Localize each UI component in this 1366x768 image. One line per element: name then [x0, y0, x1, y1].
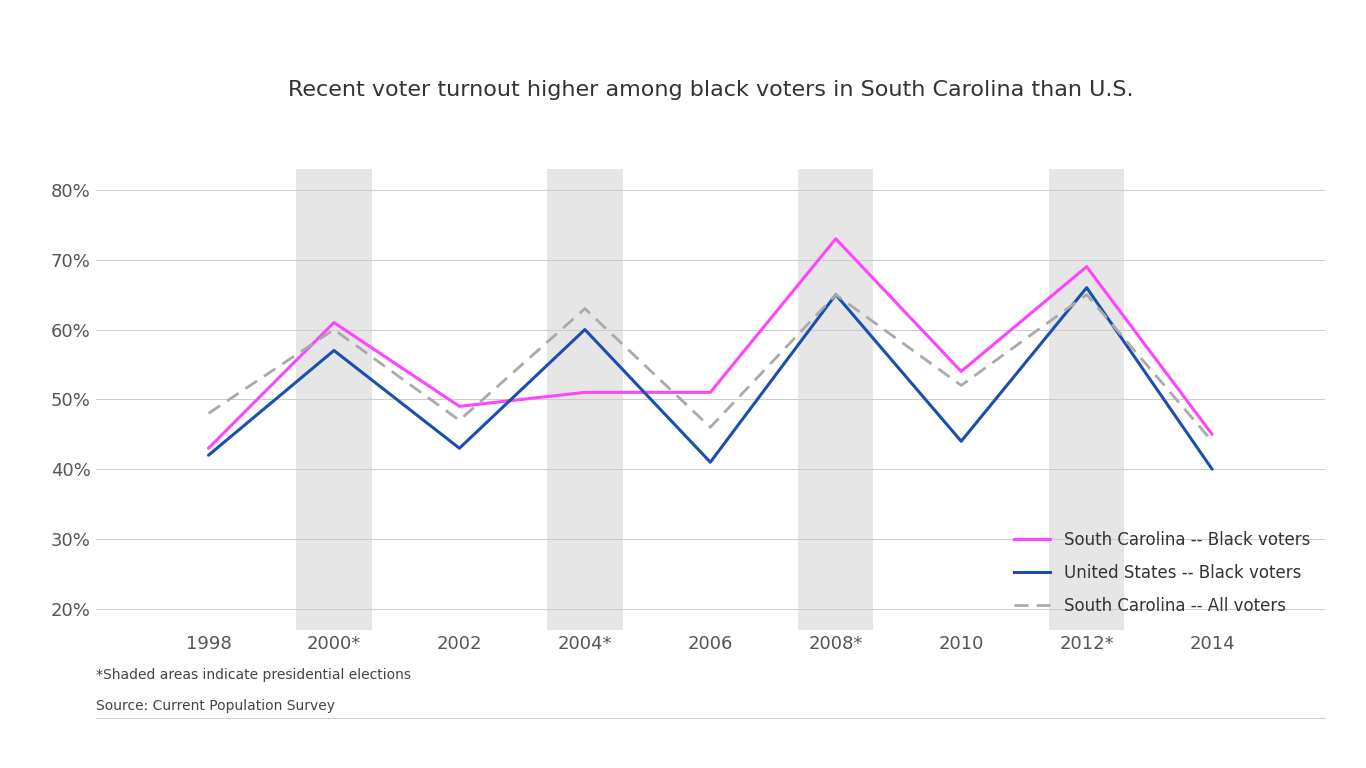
South Carolina -- Black voters — [325, 318, 342, 327]
Bar — [798, 169, 873, 630]
United States -- Black voters — [953, 437, 970, 446]
Line: United States -- Black voters: United States -- Black voters — [209, 288, 1212, 469]
South Carolina -- Black voters — [576, 388, 593, 397]
South Carolina -- All voters — [953, 381, 970, 390]
United States -- Black voters — [325, 346, 342, 355]
South Carolina -- All voters — [451, 415, 467, 425]
United States -- Black voters — [702, 458, 719, 467]
Bar — [548, 169, 623, 630]
United States -- Black voters — [828, 290, 844, 300]
South Carolina -- All voters — [828, 290, 844, 300]
South Carolina -- All voters — [201, 409, 217, 418]
South Carolina -- Black voters — [953, 367, 970, 376]
South Carolina -- Black voters — [828, 234, 844, 243]
South Carolina -- All voters — [702, 422, 719, 432]
South Carolina -- All voters — [325, 325, 342, 334]
Bar — [1049, 169, 1124, 630]
Line: South Carolina -- Black voters: South Carolina -- Black voters — [209, 239, 1212, 449]
Text: Source: Current Population Survey: Source: Current Population Survey — [96, 699, 335, 713]
United States -- Black voters — [201, 451, 217, 460]
Text: Recent voter turnout higher among black voters in South Carolina than U.S.: Recent voter turnout higher among black … — [288, 80, 1132, 100]
South Carolina -- All voters — [1203, 437, 1220, 446]
United States -- Black voters — [1079, 283, 1096, 293]
South Carolina -- Black voters — [201, 444, 217, 453]
South Carolina -- Black voters — [1203, 429, 1220, 439]
Text: *Shaded areas indicate presidential elections: *Shaded areas indicate presidential elec… — [96, 668, 411, 682]
South Carolina -- All voters — [576, 304, 593, 313]
United States -- Black voters — [1203, 465, 1220, 474]
United States -- Black voters — [451, 444, 467, 453]
Bar — [296, 169, 372, 630]
United States -- Black voters — [576, 325, 593, 334]
South Carolina -- Black voters — [451, 402, 467, 411]
South Carolina -- Black voters — [1079, 262, 1096, 271]
South Carolina -- Black voters — [702, 388, 719, 397]
South Carolina -- All voters — [1079, 290, 1096, 300]
Legend: South Carolina -- Black voters, United States -- Black voters, South Carolina --: South Carolina -- Black voters, United S… — [1007, 524, 1317, 621]
Line: South Carolina -- All voters: South Carolina -- All voters — [209, 295, 1212, 442]
